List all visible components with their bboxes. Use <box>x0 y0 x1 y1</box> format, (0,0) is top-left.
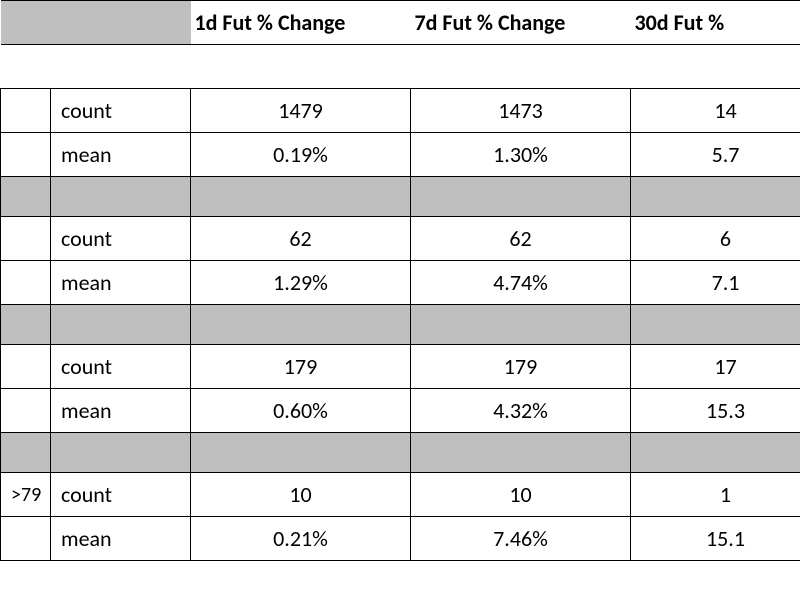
cell: 179 <box>411 345 631 389</box>
cell: 0.19% <box>191 133 411 177</box>
group-label-blank <box>1 389 51 433</box>
header-1d: 1d Fut % Change <box>191 1 411 45</box>
cell: 17 <box>631 345 800 389</box>
header-blank-b <box>51 1 191 45</box>
cell: 15.1 <box>631 517 800 561</box>
stat-label-count: count <box>51 217 191 261</box>
cell: 15.3 <box>631 389 800 433</box>
cell: 5.7 <box>631 133 800 177</box>
group-label-blank <box>1 133 51 177</box>
group-label-3: >79 <box>1 473 51 517</box>
cell: 7.1 <box>631 261 800 305</box>
group-label-blank <box>1 517 51 561</box>
table-row: mean 1.29% 4.74% 7.1 <box>1 261 800 305</box>
cell: 14 <box>631 89 800 133</box>
cell: 1479 <box>191 89 411 133</box>
table-row: mean 0.21% 7.46% 15.1 <box>1 517 800 561</box>
stat-label-count: count <box>51 345 191 389</box>
cell: 1473 <box>411 89 631 133</box>
table-header-row: 1d Fut % Change 7d Fut % Change 30d Fut … <box>1 1 800 45</box>
cell: 10 <box>191 473 411 517</box>
stat-label-mean: mean <box>51 133 191 177</box>
cell: 4.32% <box>411 389 631 433</box>
futures-stats-table: 1d Fut % Change 7d Fut % Change 30d Fut … <box>0 0 800 561</box>
cell: 62 <box>191 217 411 261</box>
stat-label-count: count <box>51 473 191 517</box>
table-row: count 179 179 17 <box>1 345 800 389</box>
table-row: >79 count 10 10 1 <box>1 473 800 517</box>
group-label-blank <box>1 261 51 305</box>
cell: 1 <box>631 473 800 517</box>
group-label-2 <box>1 345 51 389</box>
cell: 1.30% <box>411 133 631 177</box>
cell: 6 <box>631 217 800 261</box>
cell: 7.46% <box>411 517 631 561</box>
separator-row <box>1 177 800 217</box>
spacer-row <box>1 45 800 89</box>
cell: 179 <box>191 345 411 389</box>
table-row: count 62 62 6 <box>1 217 800 261</box>
table-row: count 1479 1473 14 <box>1 89 800 133</box>
separator-row <box>1 433 800 473</box>
cell: 1.29% <box>191 261 411 305</box>
stat-label-mean: mean <box>51 517 191 561</box>
separator-row <box>1 305 800 345</box>
stat-label-mean: mean <box>51 261 191 305</box>
table-container: 1d Fut % Change 7d Fut % Change 30d Fut … <box>0 0 800 600</box>
cell: 10 <box>411 473 631 517</box>
cell: 4.74% <box>411 261 631 305</box>
cell: 62 <box>411 217 631 261</box>
group-label-0 <box>1 89 51 133</box>
table-row: mean 0.60% 4.32% 15.3 <box>1 389 800 433</box>
stat-label-mean: mean <box>51 389 191 433</box>
header-30d: 30d Fut % <box>631 1 800 45</box>
cell: 0.60% <box>191 389 411 433</box>
cell: 0.21% <box>191 517 411 561</box>
header-7d: 7d Fut % Change <box>411 1 631 45</box>
stat-label-count: count <box>51 89 191 133</box>
header-blank-a <box>1 1 51 45</box>
group-label-1 <box>1 217 51 261</box>
table-row: mean 0.19% 1.30% 5.7 <box>1 133 800 177</box>
